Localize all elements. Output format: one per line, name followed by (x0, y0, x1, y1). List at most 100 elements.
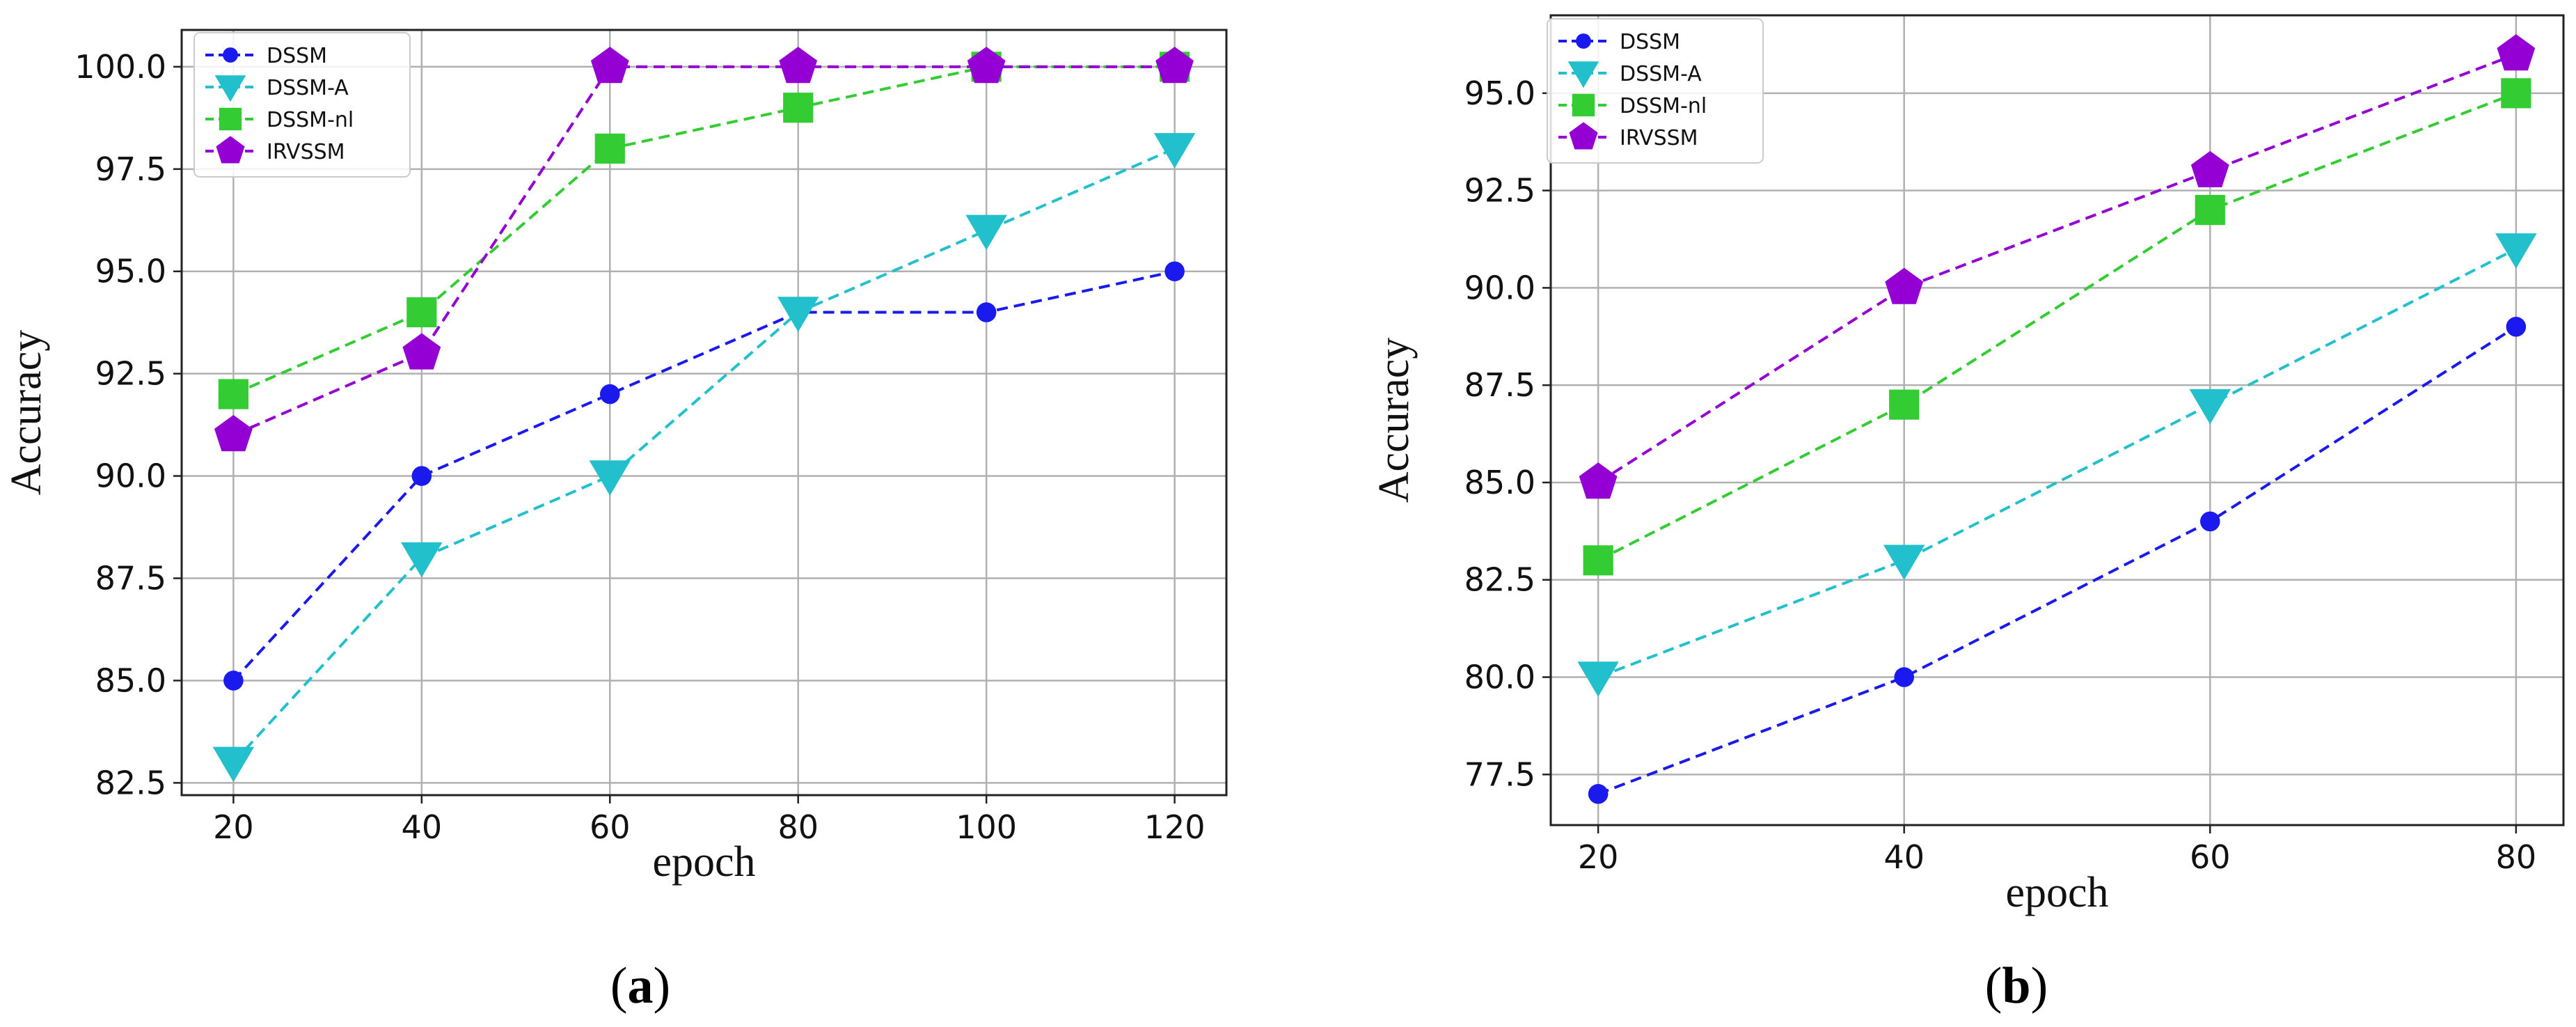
data-point-irvssm (2497, 34, 2536, 71)
x-tick-label: 20 (1578, 838, 1619, 876)
legend-a: DSSM DSSM-A DSSM-nl IRVSSM (193, 32, 411, 178)
x-tick-labels-a: 20 40 60 80 100 120 (213, 795, 1206, 846)
data-point-dssm-a (777, 297, 819, 332)
legend-b: DSSM DSSM-A DSSM-nl IRVSSM (1547, 18, 1764, 164)
data-point-irvssm (1155, 47, 1194, 84)
y-tick-label: 95.0 (95, 253, 166, 290)
data-point-dssm-nl (1583, 545, 1613, 576)
data-point-dssm-a (2189, 389, 2231, 425)
x-tick-labels-b: 20 40 60 80 (1578, 825, 2536, 876)
data-point-irvssm (2190, 150, 2229, 187)
x-tick-label: 80 (2496, 838, 2537, 876)
x-axis-title-a: epoch (652, 838, 755, 886)
y-tick-label: 82.5 (95, 764, 166, 801)
data-point-dssm-a (2495, 233, 2537, 269)
grid-lines-b (1551, 15, 2563, 825)
data-point-irvssm (967, 47, 1006, 84)
legend-marker-dssm-nl (219, 107, 242, 131)
data-point-dssm-nl (783, 93, 814, 123)
markers-b (1577, 34, 2537, 804)
data-point-dssm-a (1153, 133, 1196, 168)
panel-caption-label-b: b (2002, 957, 2030, 1014)
data-point-dssm (411, 466, 432, 486)
legend-marker-dssm-nl (1572, 93, 1595, 117)
panel-caption-b: (b) (1985, 957, 2048, 1014)
data-point-dssm (1894, 667, 1914, 687)
markers-a (212, 47, 1196, 783)
series-lines-b (1597, 53, 2517, 796)
x-axis-title-b: epoch (2005, 869, 2108, 916)
x-tick-label: 40 (402, 808, 443, 846)
legend-label-dssm-a: DSSM-A (267, 76, 349, 100)
data-point-dssm-a (1883, 544, 1925, 581)
data-point-dssm (2200, 511, 2220, 532)
y-tick-labels-a: 82.5 85.0 87.5 90.0 92.5 95.0 97.5 100.0 (74, 48, 182, 801)
y-tick-label: 82.5 (1464, 561, 1535, 599)
y-tick-label: 87.5 (1464, 366, 1535, 404)
plot-area-frame-b (1549, 14, 2565, 826)
series-lines-a (232, 65, 1176, 764)
x-tick-label: 40 (1883, 838, 1925, 876)
data-point-dssm-a (589, 460, 631, 496)
x-tick-label: 80 (777, 808, 819, 846)
x-tick-label: 100 (956, 808, 1017, 846)
legend-label-dssm: DSSM (267, 44, 327, 68)
y-tick-label: 100.0 (74, 48, 166, 86)
y-axis-title-a: Accuracy (3, 330, 50, 496)
data-point-dssm-nl (2501, 78, 2531, 109)
data-point-dssm (1588, 783, 1609, 804)
data-point-irvssm (214, 415, 253, 452)
data-point-dssm-a (965, 214, 1007, 251)
legend-marker-irvssm (1569, 122, 1598, 150)
data-point-dssm-a (212, 746, 255, 783)
data-point-dssm (223, 671, 244, 691)
series-line-irvssm (1597, 53, 2517, 484)
y-tick-label: 80.0 (1464, 659, 1535, 696)
series-line-dssm-a (1597, 247, 2517, 679)
data-point-irvssm (402, 333, 441, 370)
data-point-dssm (1164, 261, 1185, 282)
legend-marker-dssm-a (1567, 61, 1599, 88)
data-point-irvssm (1885, 267, 1924, 304)
y-tick-label: 92.5 (1464, 172, 1535, 210)
x-tick-label: 120 (1144, 808, 1206, 846)
y-tick-label: 87.5 (95, 560, 166, 597)
data-point-dssm (2506, 317, 2527, 337)
data-point-dssm-nl (594, 133, 625, 164)
y-tick-label: 85.0 (95, 661, 166, 699)
y-tick-label: 92.5 (95, 355, 166, 393)
legend-label-dssm-nl: DSSM-nl (1620, 94, 1707, 118)
x-tick-label: 20 (213, 808, 254, 846)
legend-box (1547, 18, 1764, 164)
y-tick-label: 97.5 (95, 150, 166, 188)
data-point-dssm-nl (218, 379, 248, 409)
legend-box (193, 32, 411, 178)
x-tick-label: 60 (590, 808, 631, 846)
data-point-irvssm (1579, 462, 1618, 499)
plot-area-frame-a (180, 29, 1228, 797)
legend-marker-dssm-a (214, 75, 246, 102)
y-tick-label: 90.0 (1464, 269, 1535, 306)
y-tick-label: 85.0 (1464, 464, 1535, 501)
y-tick-label: 90.0 (95, 457, 166, 495)
series-line-dssm (232, 269, 1176, 682)
data-point-irvssm (779, 47, 818, 84)
panel-caption-label-a: a (628, 957, 654, 1014)
series-line-dssm (1597, 325, 2517, 796)
series-line-dssm-nl (232, 65, 1175, 395)
legend-label-dssm: DSSM (1620, 30, 1680, 54)
legend-label-irvssm: IRVSSM (267, 140, 345, 164)
chart-panel-a: 20 40 60 80 100 120 82.5 85.0 87.5 90.0 92.5 95.0 9… (3, 29, 1228, 1014)
x-tick-label: 60 (2190, 838, 2231, 876)
legend-marker-dssm (1576, 33, 1591, 49)
legend-label-dssm-a: DSSM-A (1620, 62, 1702, 86)
data-point-dssm-nl (2195, 194, 2225, 226)
y-tick-labels-b: 77.5 80.0 82.5 85.0 87.5 90.0 92.5 95.0 (1464, 75, 1551, 793)
y-tick-label: 77.5 (1464, 755, 1535, 793)
data-point-dssm-a (1577, 661, 1619, 697)
chart-panel-b: 20 40 60 80 77.5 80.0 82.5 85.0 87.5 90.0 92.5 95.… (1370, 14, 2565, 1014)
data-point-dssm-nl (406, 297, 437, 328)
series-line-dssm-nl (1597, 91, 2517, 562)
data-point-dssm-a (401, 542, 443, 578)
